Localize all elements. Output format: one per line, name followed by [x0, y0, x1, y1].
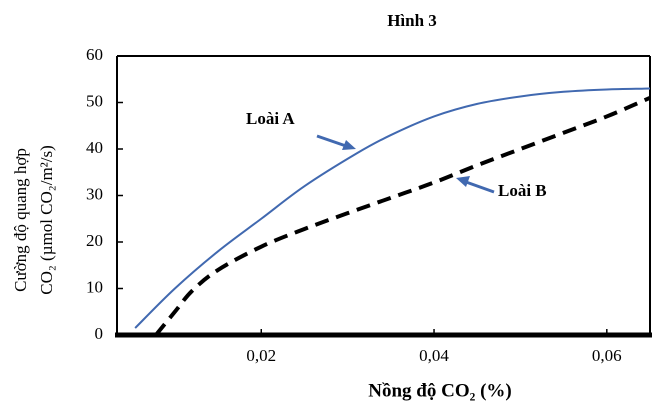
x-tick-label: 0,04 — [419, 346, 449, 365]
series-line — [134, 87, 651, 329]
y-axis-label: CO₂ (µmol CO₂/m²/s) — [37, 145, 56, 295]
arrow-head — [342, 140, 356, 150]
y-tick-label: 60 — [86, 45, 103, 64]
y-tick-label: 10 — [86, 277, 103, 296]
arrow — [465, 180, 495, 194]
y-axis-label: Cường độ quang hợp — [11, 148, 30, 292]
series-label: Loài B — [498, 181, 547, 200]
arrow-head — [456, 176, 470, 187]
y-tick-label: 0 — [95, 324, 104, 343]
x-tick-label: 0,02 — [246, 346, 276, 365]
chart-title: Hình 3 — [387, 11, 437, 30]
series-label: Loài A — [246, 109, 295, 128]
arrow — [316, 134, 347, 148]
x-tick-label: 0,06 — [592, 346, 622, 365]
y-tick-label: 40 — [86, 138, 103, 157]
y-tick-label: 20 — [86, 231, 103, 250]
y-tick-label: 30 — [86, 184, 103, 203]
y-tick-label: 50 — [86, 91, 103, 110]
x-axis-label: Nồng độ CO₂ (%) — [368, 380, 511, 401]
series-line — [154, 96, 651, 337]
